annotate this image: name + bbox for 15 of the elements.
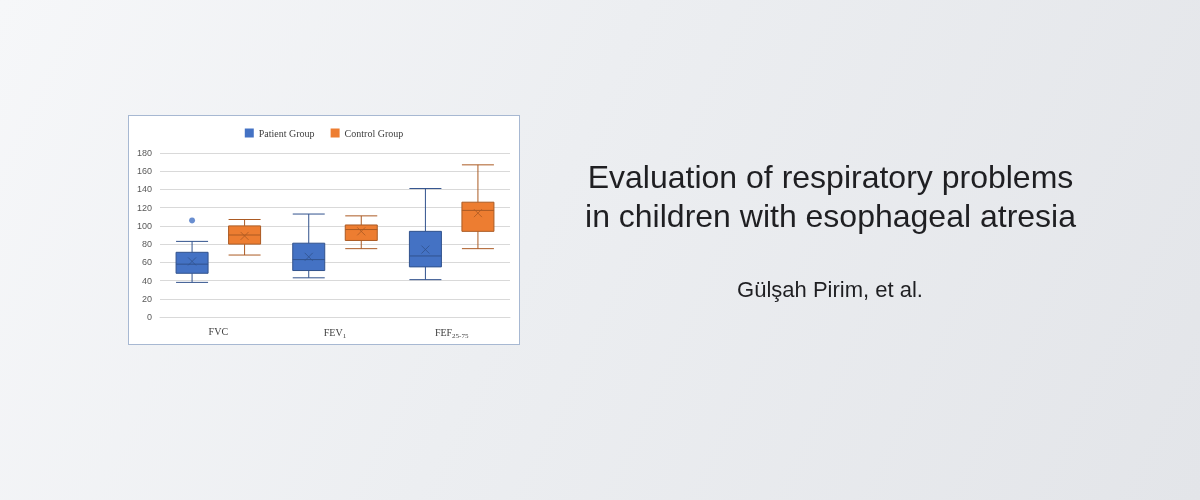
text: Gülşah Pirim, et al. [736, 276, 924, 304]
y-tick-label: 100 [136, 220, 152, 231]
y-tick-label: 0 [146, 312, 152, 322]
y-tick-label: 140 [136, 184, 152, 195]
y-tick-label: 160 [136, 166, 152, 177]
y-tick-label: 20 [141, 293, 152, 304]
y-tick-label: 80 [141, 239, 152, 250]
y-tick-label: 40 [141, 275, 152, 286]
x-tick-label: FVC [208, 325, 229, 337]
text: Evaluation of respiratory problems in children with esophageal atresia [584, 158, 1077, 236]
y-tick-label: 60 [141, 257, 152, 268]
y-tick-label: 180 [136, 148, 152, 158]
legend-label: Patient Group [258, 127, 315, 139]
y-tick-label: 120 [136, 202, 152, 213]
legend-label: Control Group [344, 127, 404, 139]
